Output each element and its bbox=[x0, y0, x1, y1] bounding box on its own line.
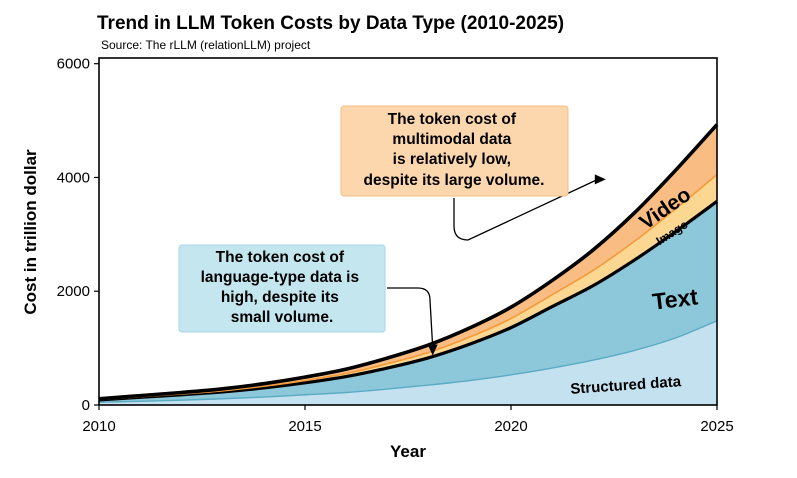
plot-frame bbox=[98, 57, 718, 406]
annotation-line: language-type data is bbox=[201, 269, 359, 286]
line-video-top bbox=[98, 123, 719, 401]
x-tick-label: 2025 bbox=[700, 418, 733, 435]
boundary-lines bbox=[98, 123, 719, 403]
x-tick-label: 2010 bbox=[82, 418, 115, 435]
x-axis-label: Year bbox=[390, 442, 426, 461]
y-tick-label: 4000 bbox=[57, 169, 90, 186]
annotation-multimodal: The token cost of multimodal data is rel… bbox=[340, 105, 606, 241]
annotation-language: The token cost of language-type data is … bbox=[178, 244, 438, 356]
line-text-top bbox=[98, 200, 718, 402]
annotation-arrow-language bbox=[387, 287, 434, 348]
annotation-line: small volume. bbox=[231, 309, 334, 326]
y-tick-label: 2000 bbox=[57, 283, 90, 300]
x-tick-label: 2015 bbox=[288, 418, 321, 435]
annotation-arrow-multimodal bbox=[453, 178, 599, 241]
annotation-arrowhead-language bbox=[427, 344, 438, 356]
area-layers bbox=[99, 124, 717, 405]
chart-subtitle: Source: The rLLM (relationLLM) project bbox=[101, 38, 311, 52]
annotation-line: The token cost of bbox=[388, 111, 517, 128]
annotation-line: despite its large volume. bbox=[364, 172, 545, 189]
annotation-text-multimodal: The token cost of multimodal data is rel… bbox=[364, 111, 545, 189]
area-structured-data bbox=[99, 320, 717, 405]
y-tick-label: 0 bbox=[82, 397, 90, 414]
y-axis-label: Cost in trillion dollar bbox=[21, 149, 40, 315]
annotation-line: multimodal data bbox=[392, 131, 511, 148]
line-structured-data-top bbox=[98, 320, 718, 403]
annotation-box-language bbox=[178, 244, 386, 333]
y-axis-ticks: 0 2000 4000 6000 bbox=[57, 56, 99, 414]
annotation-line: high, despite its bbox=[221, 289, 339, 306]
x-axis-ticks: 2010 2015 2020 2025 bbox=[82, 405, 734, 435]
annotation-text-language: The token cost of language-type data is … bbox=[201, 249, 364, 326]
y-tick-label: 6000 bbox=[57, 56, 90, 73]
annotation-arrowhead-multimodal bbox=[594, 174, 606, 185]
area-video bbox=[99, 124, 717, 400]
annotation-box-multimodal bbox=[340, 105, 569, 197]
x-tick-label: 2020 bbox=[494, 418, 527, 435]
area-text bbox=[99, 201, 717, 403]
annotation-line: The token cost of bbox=[216, 249, 345, 266]
chart-title: Trend in LLM Token Costs by Data Type (2… bbox=[97, 13, 564, 34]
annotation-line: is relatively low, bbox=[393, 151, 511, 168]
series-label-text: Text bbox=[651, 283, 700, 314]
